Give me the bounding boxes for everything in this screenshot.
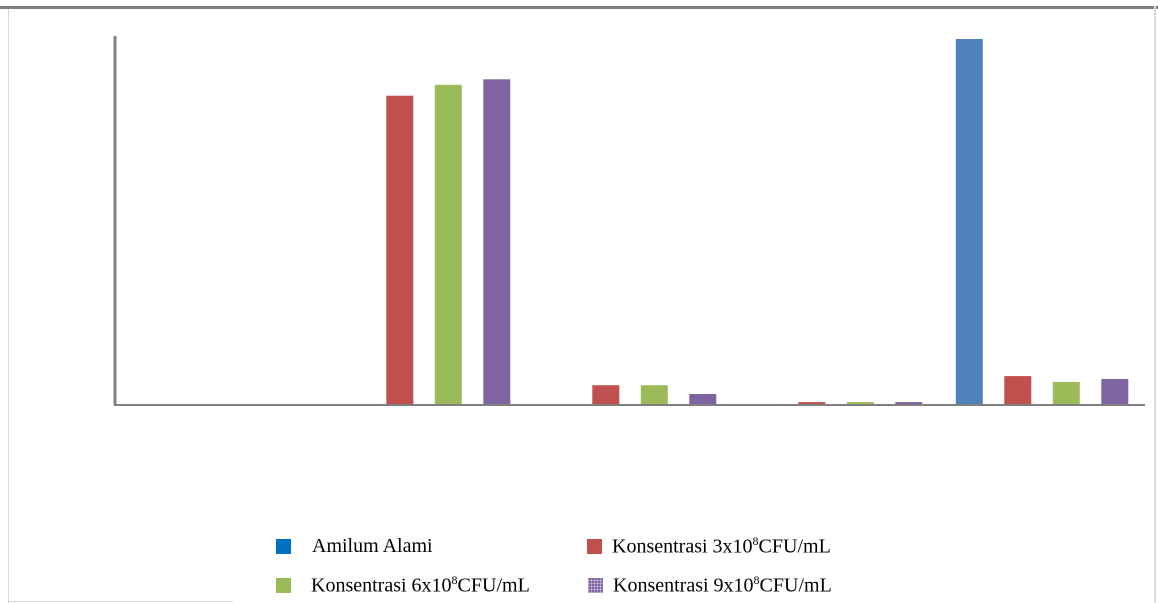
legend-item-konsentrasi-6: Konsentrasi 6x108CFU/mL — [276, 573, 530, 597]
legend-item-amilum-alami: Amilum Alami — [276, 534, 433, 558]
legend-swatch-blue — [276, 538, 291, 554]
bar-series-3-category-4 — [846, 402, 874, 405]
chart-frame-right-border — [1154, 6, 1156, 603]
bar-series-2-category-3 — [592, 385, 620, 405]
chart-frame-top-border — [0, 6, 1158, 9]
legend-label: Konsentrasi 6x108CFU/mL — [311, 572, 530, 597]
legend-label: Konsentrasi 3x108CFU/mL — [612, 533, 831, 558]
bar-series-3-category-3 — [640, 385, 668, 405]
bars-group — [386, 39, 1129, 406]
legend-item-konsentrasi-3: Konsentrasi 3x108CFU/mL — [587, 534, 831, 558]
legend-swatch-red — [587, 538, 602, 554]
bar-series-2-category-5 — [1004, 376, 1032, 405]
bar-series-3-category-5 — [1052, 381, 1080, 405]
bar-series-1-category-5 — [955, 39, 983, 405]
legend-item-konsentrasi-9: Konsentrasi 9x108CFU/mL — [588, 573, 832, 597]
legend-swatch-purple — [588, 577, 603, 593]
bar-series-2-category-4 — [798, 402, 826, 405]
chart-frame-bottom-border — [8, 601, 233, 602]
legend-label: Konsentrasi 9x108CFU/mL — [613, 572, 832, 597]
legend-swatch-green — [276, 577, 291, 593]
chart-frame-left-border — [8, 9, 9, 603]
bar-series-3-category-2 — [434, 84, 462, 406]
bar-series-4-category-3 — [689, 394, 717, 405]
bar-series-4-category-5 — [1101, 379, 1129, 405]
bar-series-4-category-2 — [483, 79, 511, 406]
bar-series-2-category-2 — [386, 95, 414, 405]
legend-label: Amilum Alami — [312, 534, 433, 557]
bar-series-4-category-4 — [895, 402, 923, 405]
